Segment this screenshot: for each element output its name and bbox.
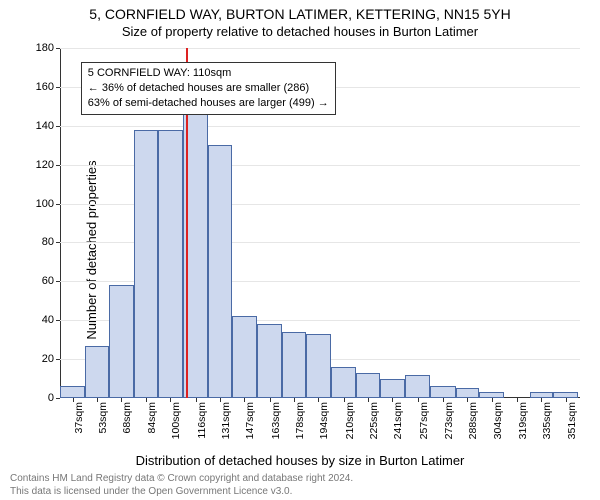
histogram-bar bbox=[232, 316, 257, 398]
x-tick-label: 335sqm bbox=[541, 402, 553, 439]
footer-line1: Contains HM Land Registry data © Crown c… bbox=[10, 473, 590, 486]
plot-area: 02040608010012014016018037sqm53sqm68sqm8… bbox=[60, 48, 580, 398]
y-tick-mark bbox=[56, 204, 60, 205]
chart-container: 5, CORNFIELD WAY, BURTON LATIMER, KETTER… bbox=[0, 0, 600, 500]
y-tick-label: 140 bbox=[36, 120, 54, 132]
y-tick-mark bbox=[56, 281, 60, 282]
histogram-bar bbox=[109, 285, 134, 398]
y-tick-mark bbox=[56, 165, 60, 166]
grid-line bbox=[60, 126, 580, 127]
annotation-line2: ← 36% of detached houses are smaller (28… bbox=[88, 81, 329, 96]
x-tick-label: 225sqm bbox=[368, 402, 380, 439]
histogram-bar bbox=[282, 332, 306, 398]
x-tick-label: 178sqm bbox=[294, 402, 306, 439]
histogram-bar bbox=[456, 388, 480, 398]
y-tick-label: 40 bbox=[42, 314, 54, 326]
y-tick-mark bbox=[56, 242, 60, 243]
y-tick-label: 60 bbox=[42, 275, 54, 287]
histogram-bar bbox=[331, 367, 356, 398]
histogram-bar bbox=[306, 334, 331, 398]
chart-title-line1: 5, CORNFIELD WAY, BURTON LATIMER, KETTER… bbox=[0, 6, 600, 22]
histogram-bar bbox=[158, 130, 183, 398]
y-tick-mark bbox=[56, 87, 60, 88]
y-tick-mark bbox=[56, 398, 60, 399]
x-tick-label: 37sqm bbox=[73, 402, 85, 434]
x-tick-label: 147sqm bbox=[244, 402, 256, 439]
y-tick-label: 120 bbox=[36, 159, 54, 171]
chart-title-line2: Size of property relative to detached ho… bbox=[0, 24, 600, 39]
y-tick-mark bbox=[56, 126, 60, 127]
x-tick-label: 319sqm bbox=[517, 402, 529, 439]
y-tick-label: 180 bbox=[36, 42, 54, 54]
y-tick-label: 80 bbox=[42, 236, 54, 248]
x-tick-label: 210sqm bbox=[344, 402, 356, 439]
histogram-bar bbox=[356, 373, 380, 398]
x-tick-label: 84sqm bbox=[146, 402, 158, 434]
y-tick-label: 20 bbox=[42, 353, 54, 365]
x-tick-label: 100sqm bbox=[170, 402, 182, 439]
y-tick-label: 100 bbox=[36, 198, 54, 210]
y-tick-label: 0 bbox=[48, 392, 54, 404]
x-tick-label: 304sqm bbox=[492, 402, 504, 439]
annotation-line1: 5 CORNFIELD WAY: 110sqm bbox=[88, 66, 329, 81]
y-axis-line bbox=[60, 48, 61, 398]
y-tick-mark bbox=[56, 320, 60, 321]
footer-credits: Contains HM Land Registry data © Crown c… bbox=[10, 473, 590, 498]
x-tick-label: 116sqm bbox=[196, 402, 208, 439]
x-tick-label: 273sqm bbox=[443, 402, 455, 439]
y-tick-label: 160 bbox=[36, 81, 54, 93]
y-tick-mark bbox=[56, 359, 60, 360]
histogram-bar bbox=[405, 375, 430, 398]
x-tick-label: 194sqm bbox=[318, 402, 330, 439]
annotation-line3: 63% of semi-detached houses are larger (… bbox=[88, 96, 329, 111]
histogram-bar bbox=[380, 379, 405, 398]
histogram-bar bbox=[257, 324, 282, 398]
footer-line2: This data is licensed under the Open Gov… bbox=[10, 486, 590, 499]
y-tick-mark bbox=[56, 48, 60, 49]
x-tick-label: 68sqm bbox=[121, 402, 133, 434]
x-tick-label: 351sqm bbox=[566, 402, 578, 439]
x-tick-label: 288sqm bbox=[467, 402, 479, 439]
x-tick-label: 257sqm bbox=[418, 402, 430, 439]
histogram-bar bbox=[134, 130, 158, 398]
histogram-bar bbox=[60, 386, 85, 398]
x-tick-label: 131sqm bbox=[220, 402, 232, 439]
annotation-box: 5 CORNFIELD WAY: 110sqm ← 36% of detache… bbox=[81, 62, 336, 115]
x-axis-label: Distribution of detached houses by size … bbox=[0, 453, 600, 468]
histogram-bar bbox=[85, 346, 109, 399]
histogram-bar bbox=[208, 145, 232, 398]
histogram-bar bbox=[430, 386, 455, 398]
x-tick-label: 241sqm bbox=[392, 402, 404, 439]
grid-line bbox=[60, 48, 580, 49]
x-tick-label: 163sqm bbox=[270, 402, 282, 439]
x-tick-label: 53sqm bbox=[97, 402, 109, 434]
